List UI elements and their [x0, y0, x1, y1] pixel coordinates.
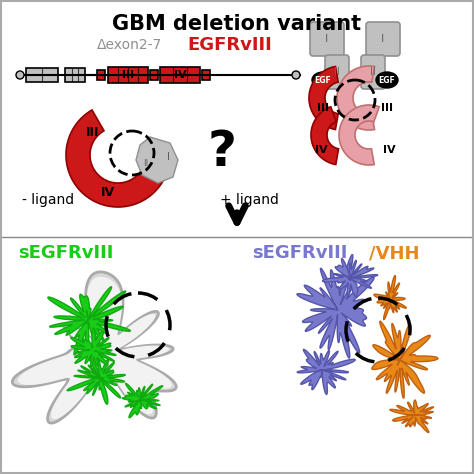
Circle shape	[16, 71, 24, 79]
Polygon shape	[18, 277, 172, 419]
Polygon shape	[374, 275, 406, 319]
Text: III: III	[317, 103, 329, 113]
Text: IV: IV	[383, 145, 395, 155]
Text: III: III	[122, 70, 134, 80]
FancyBboxPatch shape	[361, 55, 385, 89]
Text: I: I	[325, 34, 328, 44]
Text: IV: IV	[173, 70, 186, 80]
Ellipse shape	[312, 72, 334, 88]
Polygon shape	[311, 107, 338, 164]
Polygon shape	[309, 66, 338, 129]
Text: sEGFRvIII: sEGFRvIII	[18, 244, 113, 262]
Polygon shape	[12, 272, 176, 423]
Polygon shape	[322, 259, 378, 297]
Text: I: I	[382, 34, 384, 44]
Polygon shape	[48, 287, 130, 358]
Text: sEGFRvIII: sEGFRvIII	[252, 244, 347, 262]
FancyBboxPatch shape	[65, 68, 85, 82]
Text: II: II	[370, 67, 376, 77]
Ellipse shape	[376, 72, 398, 88]
Text: IV: IV	[315, 145, 328, 155]
Text: /VHH: /VHH	[369, 244, 419, 262]
Text: I: I	[166, 152, 169, 162]
Text: GBM deletion variant: GBM deletion variant	[112, 14, 362, 34]
Polygon shape	[337, 66, 374, 130]
Polygon shape	[297, 349, 355, 394]
Polygon shape	[66, 110, 163, 207]
Text: III: III	[86, 127, 100, 139]
FancyBboxPatch shape	[97, 70, 105, 80]
Text: II: II	[334, 67, 340, 77]
Polygon shape	[122, 383, 163, 418]
Text: III: III	[381, 103, 393, 113]
FancyBboxPatch shape	[325, 55, 349, 89]
Polygon shape	[136, 137, 178, 183]
Polygon shape	[297, 255, 374, 358]
Polygon shape	[372, 321, 438, 398]
FancyBboxPatch shape	[150, 70, 158, 80]
Text: II: II	[143, 158, 149, 167]
Text: EGF: EGF	[315, 75, 331, 84]
FancyBboxPatch shape	[366, 22, 400, 56]
FancyBboxPatch shape	[202, 70, 210, 80]
Circle shape	[292, 71, 300, 79]
FancyBboxPatch shape	[160, 67, 200, 83]
Text: - ligand: - ligand	[22, 193, 74, 207]
Polygon shape	[71, 328, 116, 367]
Text: IV: IV	[101, 186, 115, 200]
Text: EGF: EGF	[379, 75, 395, 84]
FancyBboxPatch shape	[310, 22, 344, 56]
FancyBboxPatch shape	[108, 67, 148, 83]
Text: + ligand: + ligand	[220, 193, 279, 207]
Text: EGFRvIII: EGFRvIII	[188, 36, 273, 54]
Polygon shape	[339, 105, 379, 165]
Polygon shape	[390, 400, 433, 433]
Text: ?: ?	[208, 128, 237, 176]
FancyBboxPatch shape	[26, 68, 58, 82]
Text: Δexon2-7: Δexon2-7	[97, 38, 163, 52]
Polygon shape	[67, 346, 125, 404]
